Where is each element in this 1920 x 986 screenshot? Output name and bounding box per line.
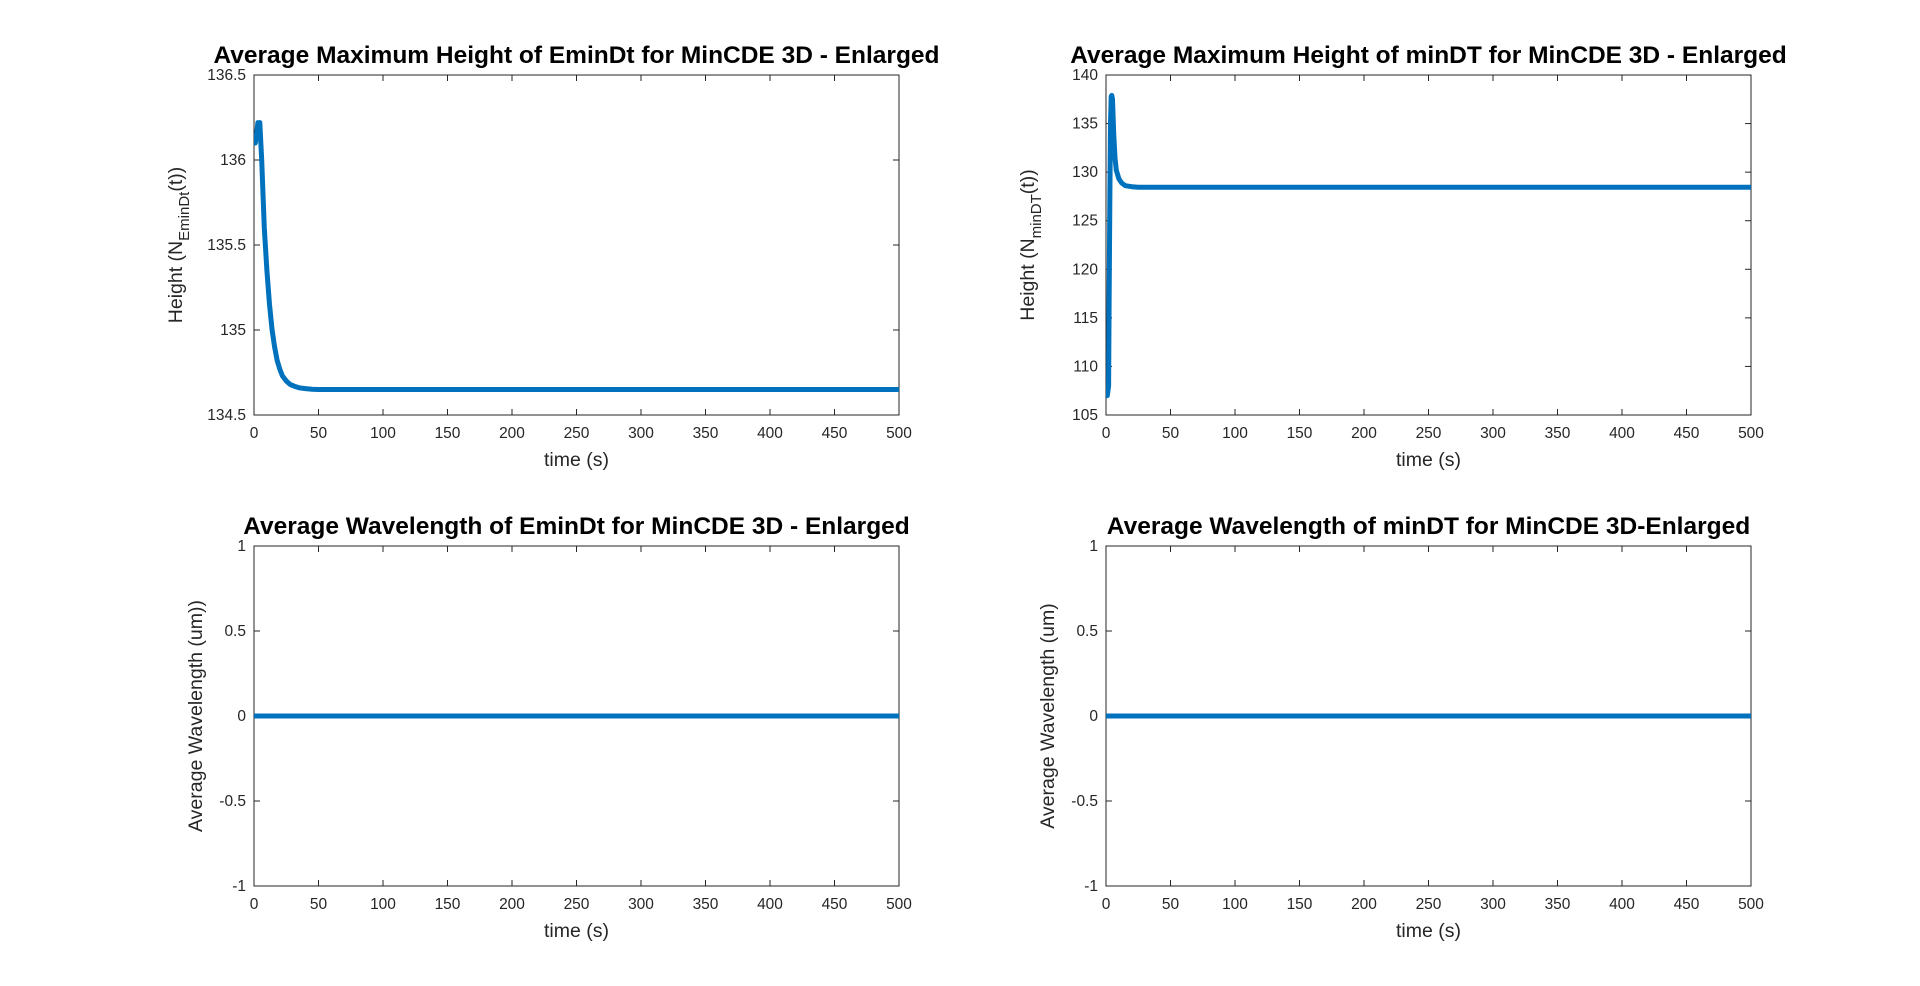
x-tick-label: 500: [1738, 425, 1764, 442]
y-axis-label-tail: (t)): [1017, 169, 1039, 194]
y-tick-label: 136: [220, 152, 246, 169]
x-tick-label: 300: [1480, 425, 1506, 442]
x-tick-label: 100: [370, 425, 396, 442]
x-tick-label: 250: [564, 896, 590, 913]
x-tick-label: 350: [1545, 896, 1571, 913]
x-tick-label: 150: [1287, 896, 1313, 913]
subplot-3: Average Wavelength of EminDt for MinCDE …: [185, 513, 912, 942]
x-tick-label: 250: [1416, 896, 1442, 913]
y-tick-label: 130: [1072, 164, 1098, 181]
x-tick-label: 250: [564, 425, 590, 442]
x-tick-label: 150: [435, 425, 461, 442]
x-axis-label: time (s): [544, 449, 609, 471]
y-tick-label: 105: [1072, 407, 1098, 424]
x-tick-label: 0: [250, 425, 259, 442]
x-tick-label: 50: [1162, 425, 1180, 442]
x-axis-label: time (s): [544, 920, 609, 942]
x-tick-label: 150: [1287, 425, 1313, 442]
y-tick-label: 125: [1072, 213, 1098, 230]
x-tick-label: 50: [310, 896, 328, 913]
x-axis-label: time (s): [1396, 449, 1461, 471]
y-axis-label-main: Height (N: [165, 241, 187, 323]
subplot-2: Average Maximum Height of minDT for MinC…: [1017, 42, 1787, 471]
x-tick-label: 450: [822, 425, 848, 442]
x-axis-label: time (s): [1396, 920, 1461, 942]
y-tick-label: 0.5: [1076, 623, 1098, 640]
x-tick-label: 300: [628, 896, 654, 913]
chart-title: Average Wavelength of EminDt for MinCDE …: [243, 513, 910, 540]
plot-area: [253, 74, 900, 416]
y-axis-label-main: Average Wavelength (um): [1037, 603, 1059, 828]
x-tick-label: 0: [1102, 425, 1111, 442]
x-tick-label: 200: [1351, 896, 1377, 913]
series-line: [254, 120, 899, 392]
y-axis-label-subscript: EminDt: [176, 191, 193, 241]
x-tick-label: 500: [1738, 896, 1764, 913]
y-tick-label: 110: [1073, 358, 1098, 375]
x-tick-label: 100: [1222, 425, 1248, 442]
x-tick-label: 0: [250, 896, 259, 913]
x-tick-label: 450: [822, 896, 848, 913]
x-tick-label: 350: [693, 896, 719, 913]
x-tick-label: 100: [1222, 896, 1248, 913]
y-axis-label: Height (NEminDt(t)): [165, 167, 193, 323]
y-tick-label: 115: [1073, 310, 1098, 327]
y-axis-label: Average Wavelength (um): [1037, 603, 1059, 828]
y-axis-label-subscript: minDT: [1028, 194, 1045, 238]
x-tick-label: 300: [1480, 896, 1506, 913]
y-axis-label-main: Average Wavelength (um)): [185, 600, 207, 832]
y-tick-label: 136.5: [207, 67, 246, 84]
y-axis-label: Height (NminDT(t)): [1017, 169, 1045, 320]
y-tick-label: 135: [220, 322, 246, 339]
chart-title: Average Wavelength of minDT for MinCDE 3…: [1107, 513, 1750, 540]
y-axis-label-tail: (t)): [165, 167, 187, 192]
x-tick-label: 400: [757, 896, 783, 913]
y-tick-label: 135: [1072, 116, 1098, 133]
x-tick-label: 350: [693, 425, 719, 442]
y-axis-label-main: Height (N: [1017, 238, 1039, 320]
y-axis-label: Average Wavelength (um)): [185, 600, 207, 832]
y-tick-label: -1: [232, 878, 246, 895]
y-tick-label: 1: [237, 538, 246, 555]
x-tick-label: 400: [1609, 425, 1635, 442]
x-tick-label: 450: [1674, 896, 1700, 913]
x-tick-label: 350: [1545, 425, 1571, 442]
x-tick-label: 400: [1609, 896, 1635, 913]
y-tick-label: 135.5: [207, 237, 246, 254]
y-tick-label: 120: [1072, 261, 1098, 278]
y-tick-label: 0.5: [224, 623, 246, 640]
x-tick-label: 200: [499, 425, 525, 442]
x-tick-label: 150: [435, 896, 461, 913]
x-tick-label: 0: [1102, 896, 1111, 913]
x-tick-label: 50: [310, 425, 328, 442]
chart-title: Average Maximum Height of EminDt for Min…: [213, 42, 939, 69]
chart-title: Average Maximum Height of minDT for MinC…: [1070, 42, 1786, 69]
y-tick-label: -1: [1084, 878, 1098, 895]
x-tick-label: 500: [886, 425, 912, 442]
x-tick-label: 400: [757, 425, 783, 442]
x-tick-label: 100: [370, 896, 396, 913]
subplot-4: Average Wavelength of minDT for MinCDE 3…: [1037, 513, 1764, 942]
y-tick-label: 1: [1089, 538, 1098, 555]
x-tick-label: 50: [1162, 896, 1180, 913]
y-tick-label: 0: [1089, 708, 1098, 725]
x-tick-label: 250: [1416, 425, 1442, 442]
plot-area: [1105, 74, 1752, 416]
y-tick-label: -0.5: [219, 793, 246, 810]
y-tick-label: 140: [1072, 67, 1098, 84]
x-tick-label: 500: [886, 896, 912, 913]
x-tick-label: 200: [1351, 425, 1377, 442]
y-tick-label: -0.5: [1071, 793, 1098, 810]
x-tick-label: 450: [1674, 425, 1700, 442]
x-tick-label: 200: [499, 896, 525, 913]
x-tick-label: 300: [628, 425, 654, 442]
y-tick-label: 0: [237, 708, 246, 725]
series-line: [1106, 92, 1751, 399]
subplot-1: Average Maximum Height of EminDt for Min…: [165, 42, 940, 471]
y-tick-label: 134.5: [207, 407, 246, 424]
